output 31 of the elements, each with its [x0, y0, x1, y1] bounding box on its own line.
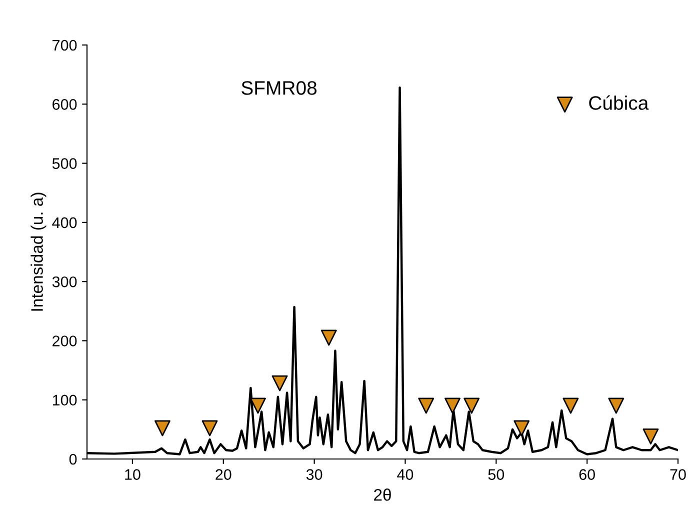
annotation: SFMR08	[242, 81, 317, 95]
point	[250, 398, 266, 414]
x-tick-label: 20	[216, 469, 232, 480]
x-tick-label: 40	[397, 469, 414, 480]
y-tick-label: 100	[52, 394, 77, 406]
point	[464, 398, 480, 414]
x-tick-label: 60	[579, 469, 595, 480]
x-tick-label: 30	[306, 469, 322, 480]
y-tick-label: 200	[52, 336, 77, 346]
point	[642, 428, 659, 445]
point	[154, 420, 170, 436]
x-axis-title: 2θ	[374, 488, 391, 501]
legend-label: Cúbica	[589, 95, 649, 110]
y-tick-label: 0	[69, 454, 77, 465]
y-tick-label: 400	[52, 217, 77, 228]
y-tick-label: 500	[52, 158, 77, 169]
x-tick-label: 10	[125, 469, 140, 480]
point	[418, 398, 434, 414]
point	[514, 420, 530, 436]
point	[562, 398, 579, 414]
y-tick-label: 600	[52, 99, 77, 110]
point	[320, 330, 337, 346]
point	[444, 398, 460, 414]
point	[608, 398, 624, 414]
y-tick-label: 700	[52, 40, 77, 51]
x-tick-label: 70	[670, 469, 686, 480]
y-axis-title: Intensidad (u. a)	[30, 192, 46, 311]
point	[272, 375, 288, 392]
x-tick-label: 50	[488, 469, 504, 480]
point	[202, 420, 218, 436]
y-tick-label: 300	[52, 276, 77, 288]
